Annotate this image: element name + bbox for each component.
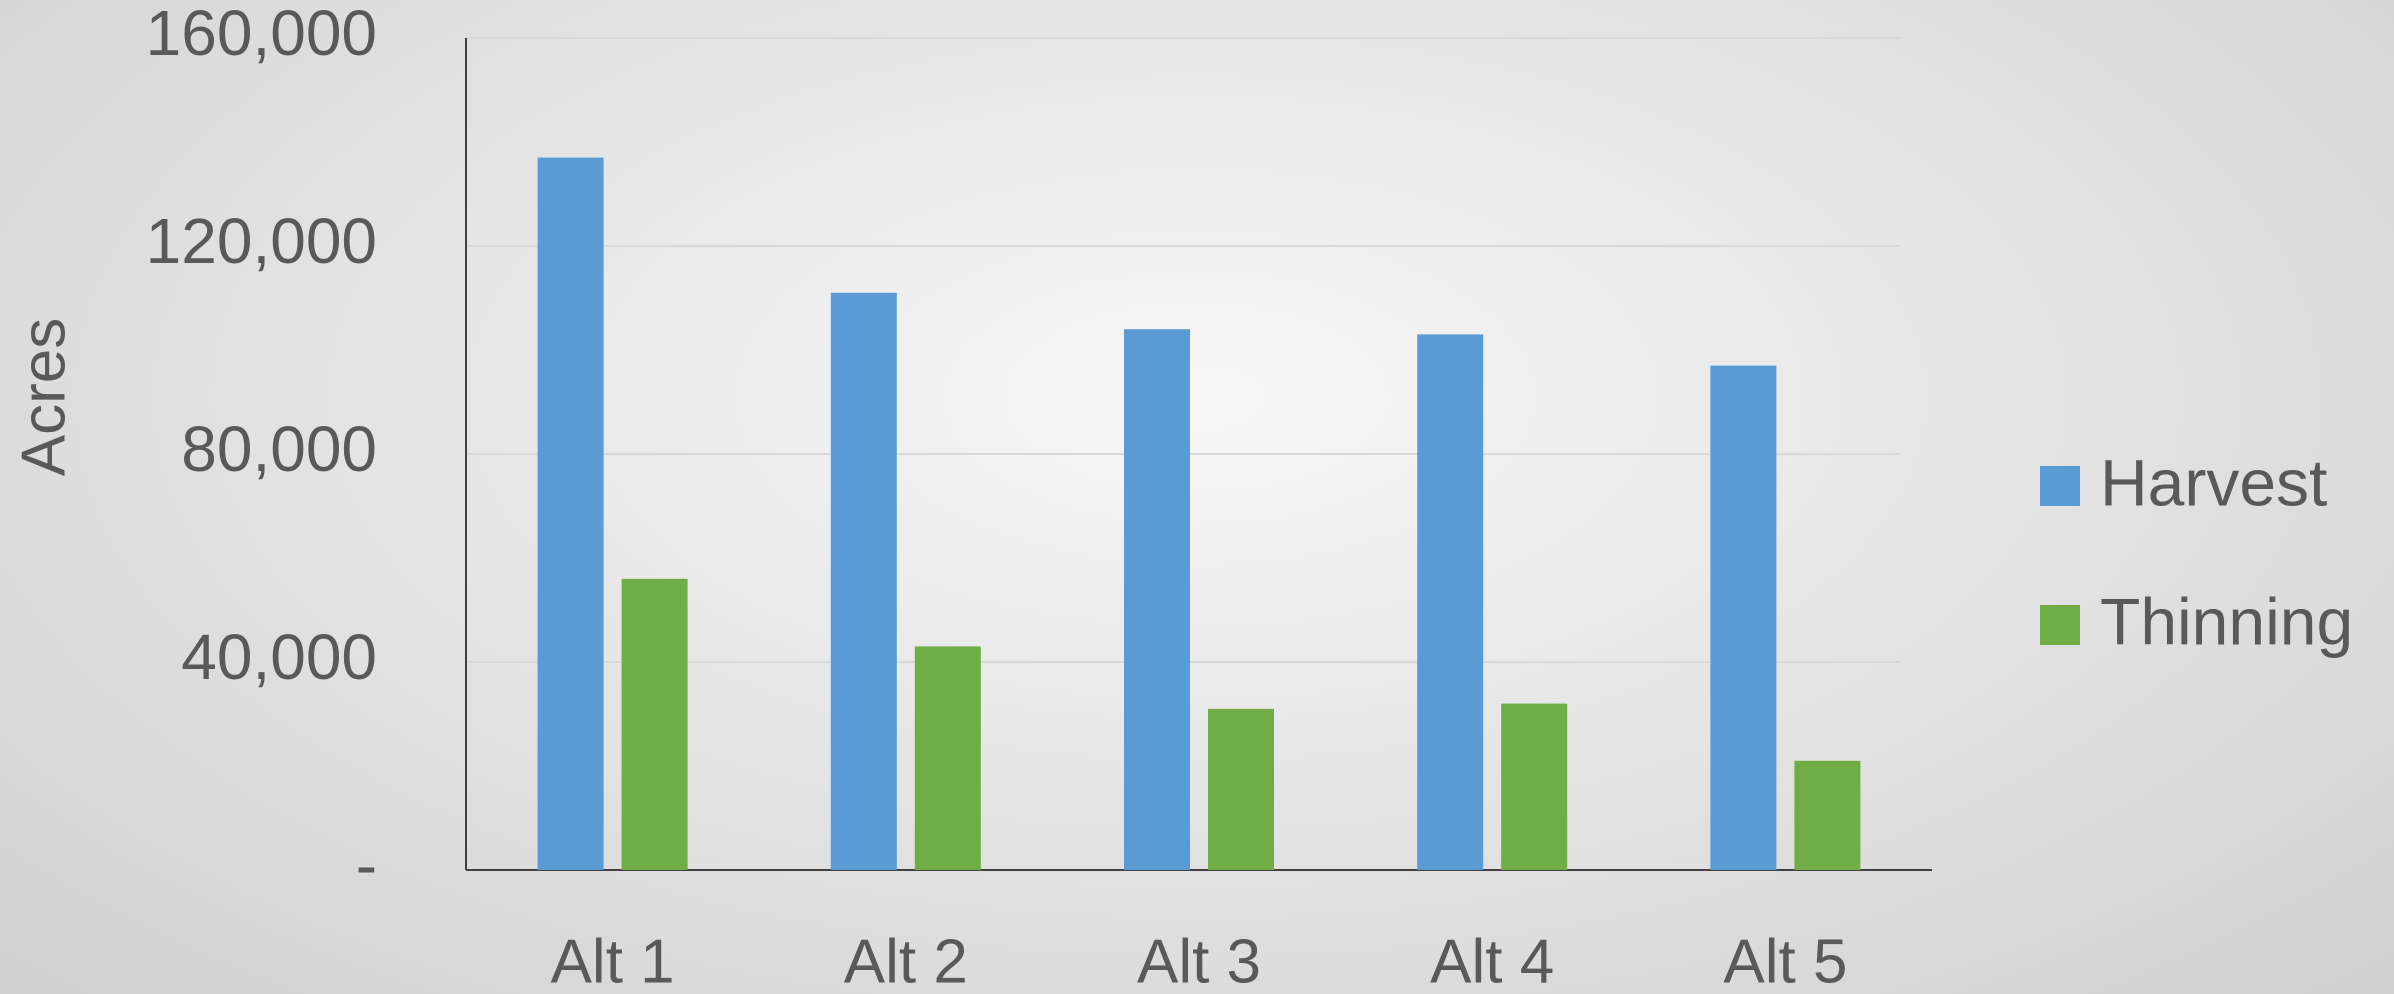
y-tick-label: 120,000: [146, 205, 377, 277]
bar: [537, 157, 604, 871]
x-tick-label: Alt 2: [844, 927, 968, 994]
y-tick-label: 160,000: [146, 0, 377, 69]
bar: [1794, 760, 1861, 870]
bar: [914, 646, 981, 870]
legend-label: Harvest: [2100, 445, 2327, 519]
y-tick-label: -: [356, 829, 377, 901]
legend-swatch: [2040, 605, 2080, 645]
bar: [1208, 708, 1274, 870]
bar: [621, 578, 688, 870]
legend-label: Thinning: [2100, 584, 2353, 658]
bar: [830, 292, 897, 870]
bar: [1124, 329, 1190, 870]
bar: [1417, 334, 1484, 870]
bar: [1710, 365, 1777, 870]
y-axis-label: Acres: [9, 318, 78, 476]
legend-swatch: [2040, 466, 2080, 506]
x-tick-label: Alt 5: [1723, 927, 1847, 994]
x-tick-label: Alt 4: [1430, 927, 1554, 994]
x-tick-label: Alt 3: [1137, 927, 1261, 994]
x-tick-label: Alt 1: [551, 927, 675, 994]
y-tick-label: 80,000: [181, 413, 377, 485]
bar: [1501, 703, 1568, 870]
y-tick-label: 40,000: [181, 621, 377, 693]
